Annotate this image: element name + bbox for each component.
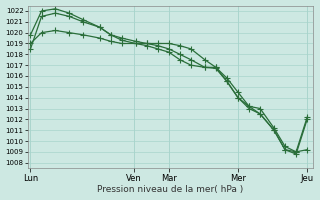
X-axis label: Pression niveau de la mer( hPa ): Pression niveau de la mer( hPa ) (97, 185, 243, 194)
